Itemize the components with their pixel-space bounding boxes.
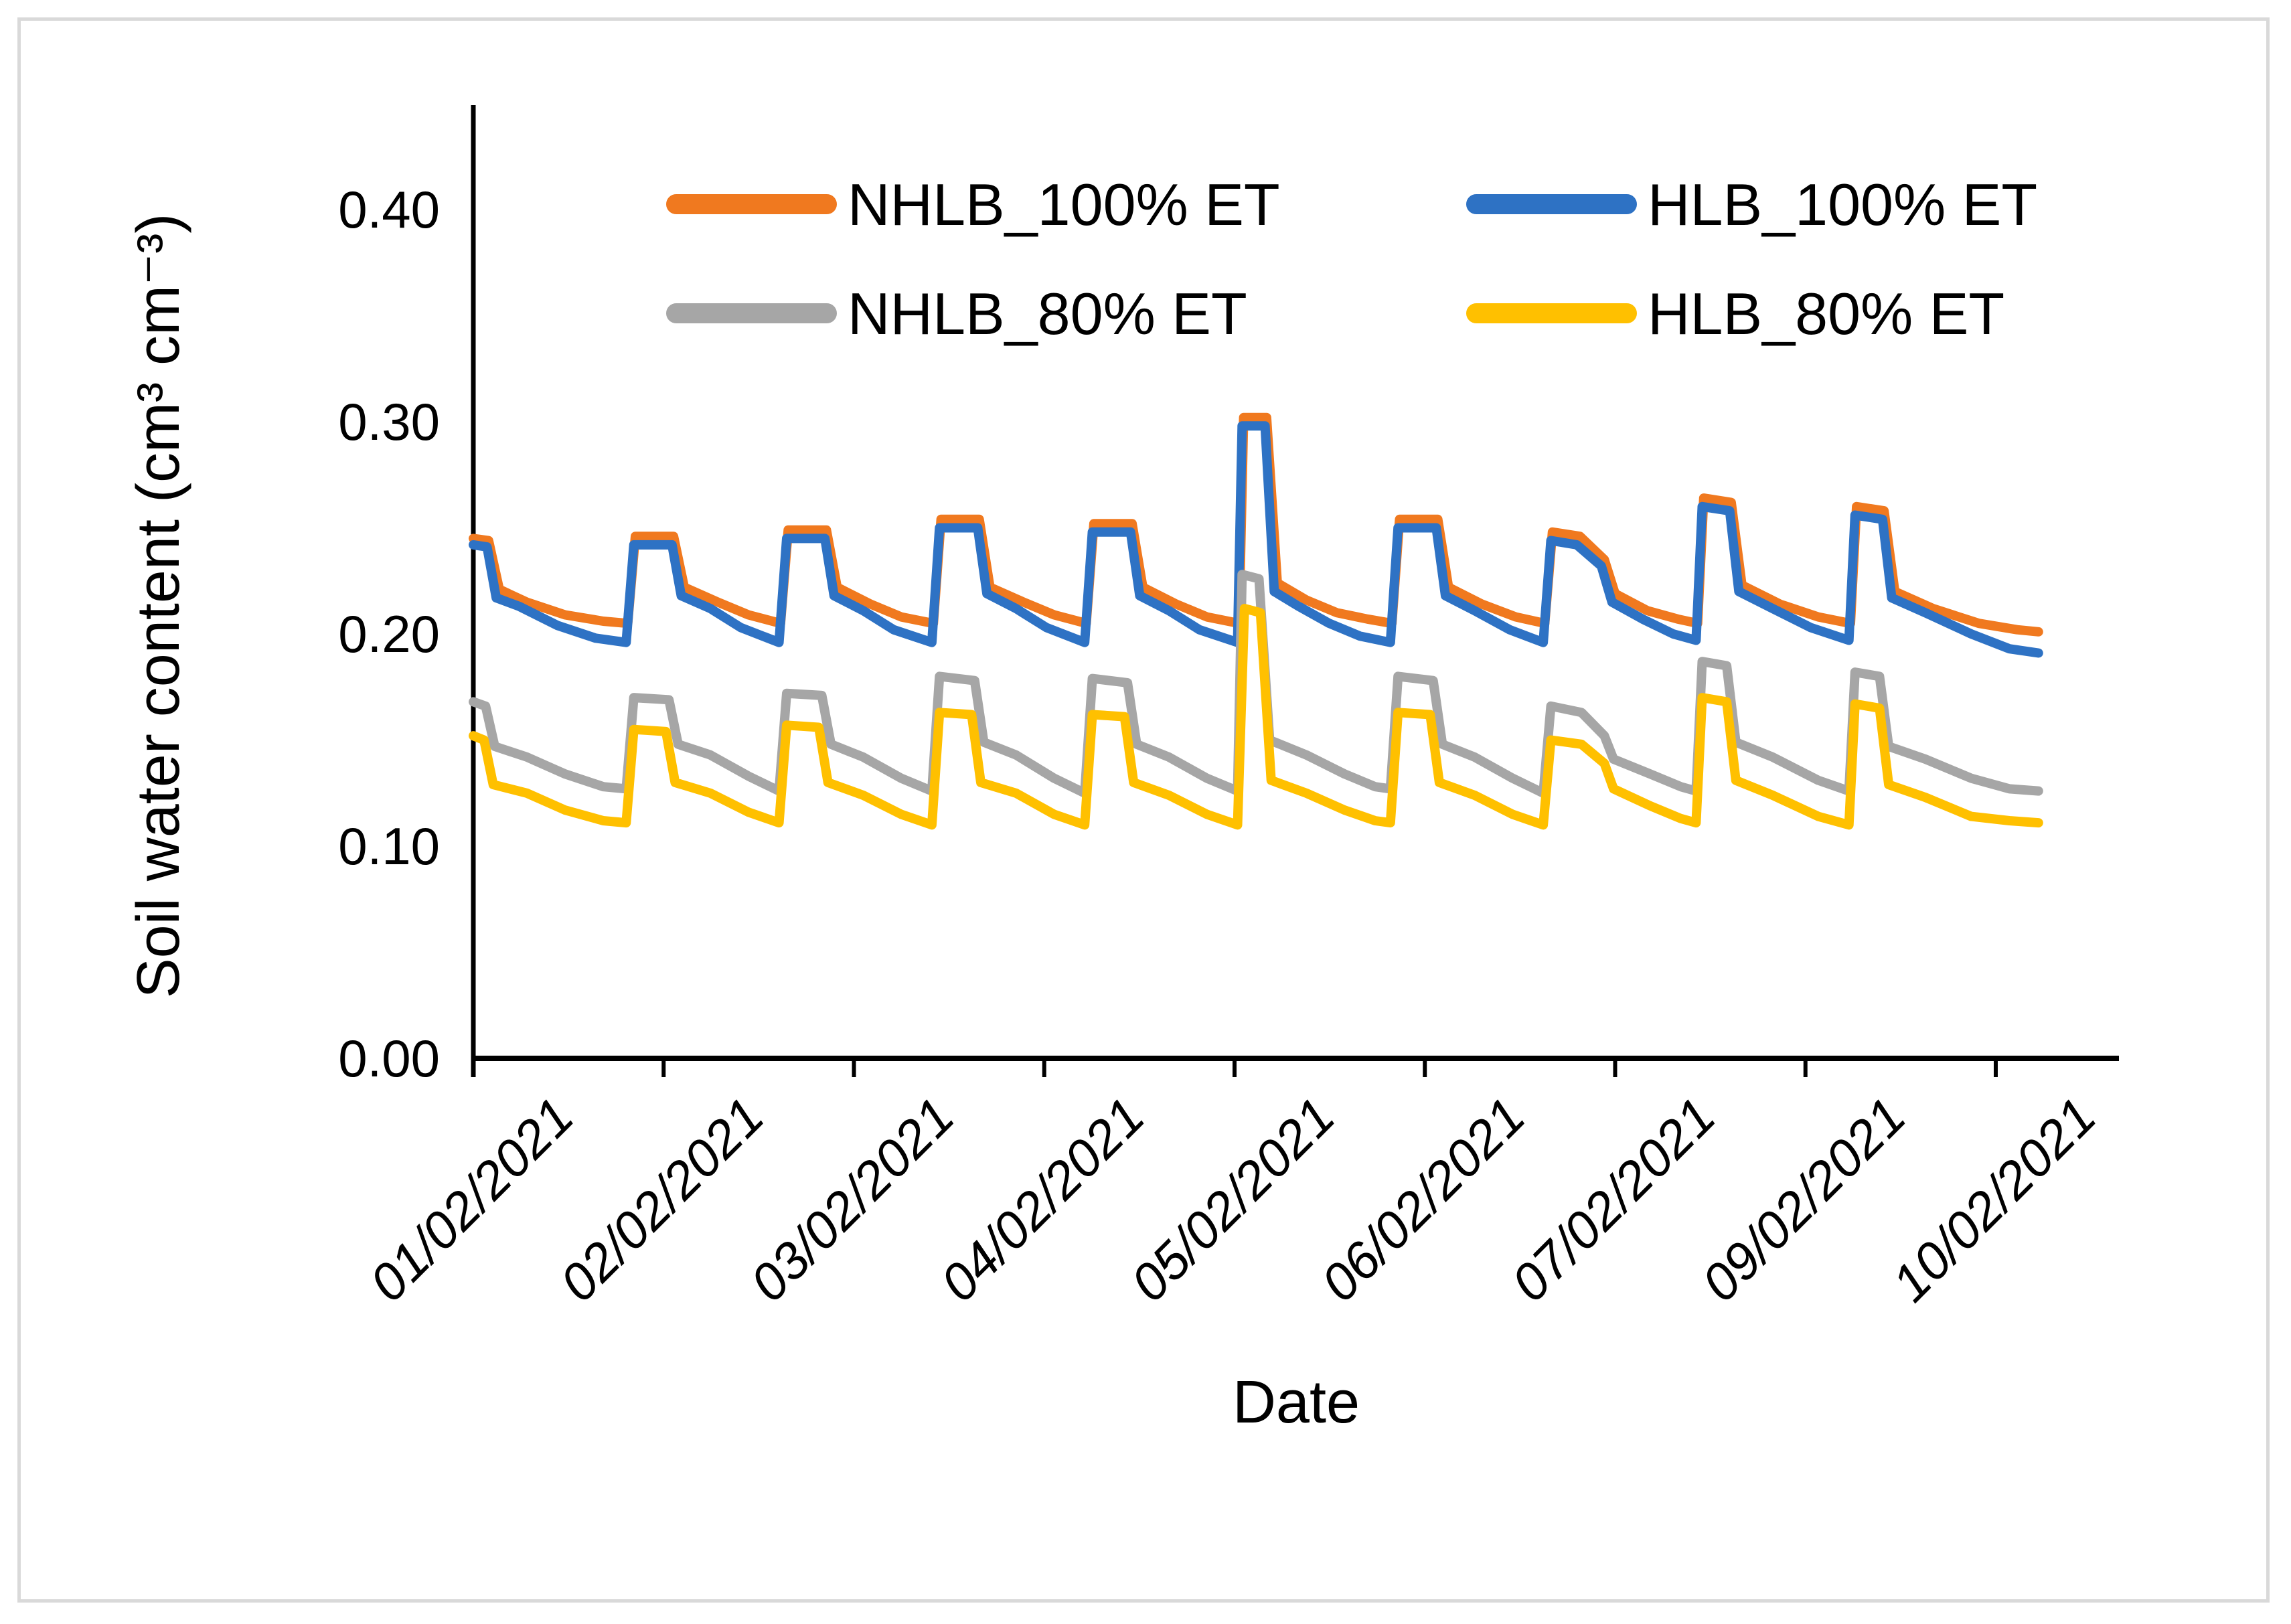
soil-water-content-chart: 0.40 0.30 0.20 0.10 0.0001/02/202102/02/2021… <box>125 105 2119 1436</box>
x-tick-label: 03/02/2021 <box>738 1086 965 1313</box>
legend-label-hlb-80-et: HLB_80% ET <box>1648 280 2004 347</box>
x-axis-title: Date <box>1233 1369 1360 1436</box>
x-tick-label: 05/02/2021 <box>1119 1086 1346 1313</box>
legend-label-nhlb-80-et: NHLB_80% ET <box>848 280 1247 347</box>
x-tick-label: 06/02/2021 <box>1310 1086 1536 1313</box>
y-tick-label: 0.10 <box>338 817 440 876</box>
legend-swatch-nhlb-100-et <box>666 194 837 214</box>
x-tick-label: 10/02/2021 <box>1881 1086 2107 1313</box>
figure-frame: 0.40 0.30 0.20 0.10 0.00 01/02/2021 02/02/2021… <box>17 17 2270 1603</box>
legend-swatch-nhlb-80-et <box>666 303 837 323</box>
legend-swatch-hlb-100-et <box>1466 194 1637 214</box>
y-axis-title: Soil water content (cm³ cm⁻³) <box>125 214 192 999</box>
y-tick-label: 0.40 <box>338 180 440 239</box>
series-line-hlb-80-et <box>469 604 2043 830</box>
x-tick-label: 04/02/2021 <box>929 1086 1156 1313</box>
y-tick-label: 0.00 <box>338 1029 440 1088</box>
x-tick-label: 01/02/2021 <box>358 1086 584 1313</box>
legend-swatch-hlb-80-et <box>1466 303 1637 323</box>
legend-label-nhlb-100-et: NHLB_100% ET <box>848 171 1280 238</box>
x-tick-label: 02/02/2021 <box>548 1086 775 1313</box>
y-tick-label: 0.30 <box>338 392 440 451</box>
x-tick-label: 07/02/2021 <box>1500 1086 1726 1313</box>
legend-label-hlb-100-et: HLB_100% ET <box>1648 171 2037 238</box>
y-tick-label: 0.20 <box>338 604 440 663</box>
series-line-hlb-100-et <box>469 421 2043 658</box>
x-tick-label: 09/02/2021 <box>1690 1086 1917 1313</box>
